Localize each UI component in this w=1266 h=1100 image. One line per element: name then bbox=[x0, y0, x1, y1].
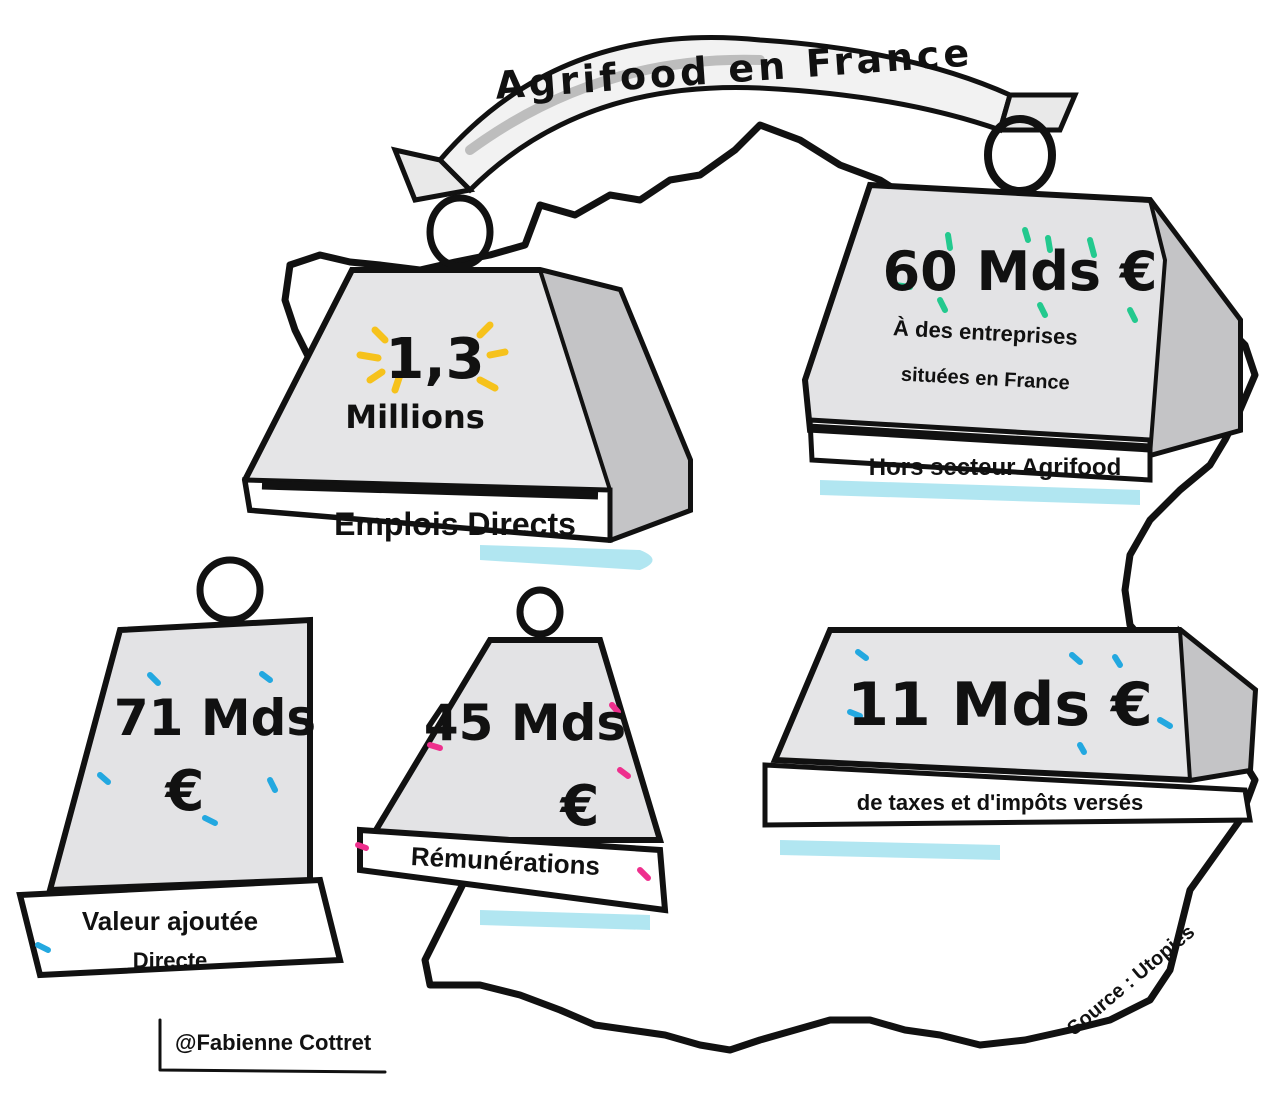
weight-business: 60 Mds € À des entreprises situées en Fr… bbox=[801, 115, 1243, 505]
sparkle-green bbox=[892, 227, 1138, 323]
value-added-label-line2: Directe bbox=[133, 948, 208, 973]
weight-value-added: 71 Mds € Valeur ajoutée Directe bbox=[16, 556, 344, 979]
author-credit: @Fabienne Cottret bbox=[158, 1018, 387, 1074]
jobs-unit: Millions bbox=[345, 398, 485, 436]
sparkle-cyan-2 bbox=[847, 649, 1173, 755]
business-label: Hors secteur Agrifood bbox=[869, 454, 1121, 481]
author-name: @Fabienne Cottret bbox=[175, 1030, 372, 1055]
value-added-currency: € bbox=[164, 759, 205, 824]
weight-wages: 45 Mds € Rémunérations bbox=[355, 586, 669, 930]
business-value: 60 Mds € bbox=[883, 240, 1158, 303]
jobs-value: 1,3 bbox=[385, 327, 484, 392]
taxes-value: 11 Mds € bbox=[847, 670, 1152, 740]
value-added-label-line1: Valeur ajoutée bbox=[82, 906, 258, 936]
taxes-label: de taxes et d'impôts versés bbox=[857, 790, 1143, 815]
weight-taxes: 11 Mds € de taxes et d'impôts versés bbox=[762, 625, 1259, 860]
wages-value: 45 Mds bbox=[424, 694, 626, 752]
weight-jobs: 1,3 Millions Emplois Directs bbox=[241, 194, 693, 570]
jobs-label: Emplois Directs bbox=[334, 506, 576, 542]
sparkle-cyan-1 bbox=[35, 671, 278, 953]
wages-currency: € bbox=[559, 774, 600, 839]
sparkle-yellow bbox=[356, 321, 509, 394]
sparkle-pink bbox=[355, 702, 651, 881]
france-map-west-coast bbox=[286, 201, 544, 274]
source-credit: Source : Utopies bbox=[1063, 921, 1199, 1040]
title-banner: Agrifood en France bbox=[390, 30, 1079, 203]
value-added-value: 71 Mds bbox=[114, 689, 316, 747]
